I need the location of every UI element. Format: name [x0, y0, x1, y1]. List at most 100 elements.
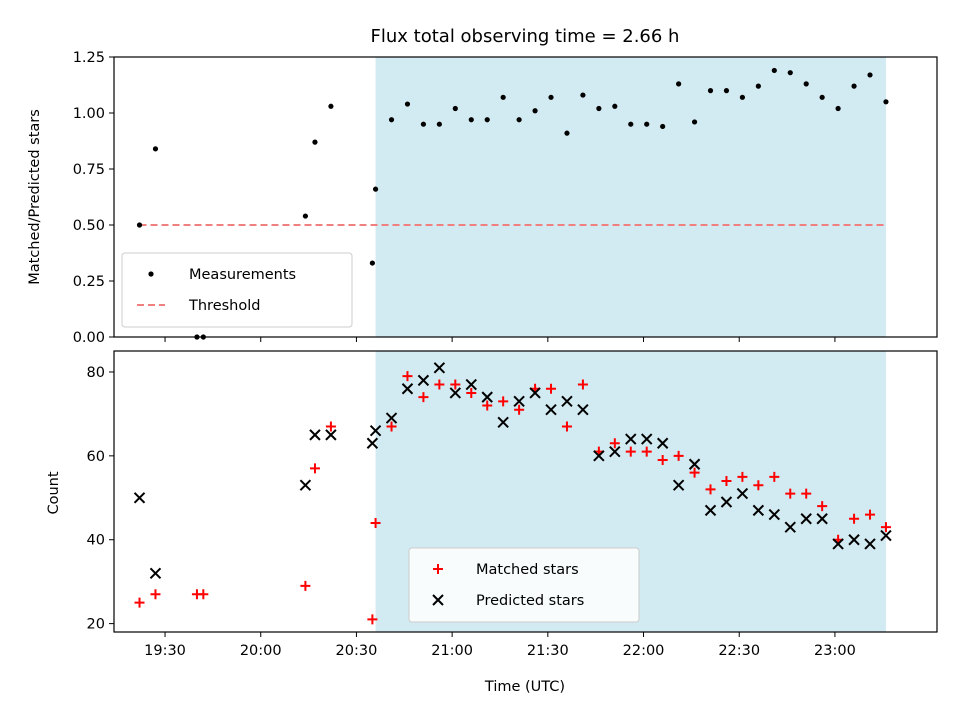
- bottom-y-axis-label: Count: [46, 471, 62, 514]
- x-tick-label: 21:00: [431, 643, 473, 659]
- predicted-star-point: [688, 458, 701, 470]
- predicted-star-point: [497, 416, 509, 429]
- predicted-star-point: [299, 479, 312, 491]
- legend-marker: [148, 271, 154, 277]
- matched-star-point: [309, 463, 320, 474]
- predicted-star-point: [481, 391, 493, 403]
- x-tick-label: 19:30: [144, 643, 186, 659]
- matched-star-point: [785, 488, 796, 499]
- predicted-star-point: [325, 429, 337, 441]
- measurement-point: [771, 67, 777, 74]
- predicted-star-point: [752, 504, 765, 517]
- predicted-star-point: [641, 433, 653, 445]
- matched-star-point: [673, 450, 684, 461]
- predicted-star-point: [672, 479, 685, 491]
- predicted-star-point: [366, 437, 379, 449]
- matched-star-point: [546, 383, 557, 394]
- measurement-point: [420, 121, 427, 127]
- matched-star-point: [609, 438, 620, 449]
- y-tick-label: 60: [87, 449, 105, 465]
- measurement-point: [468, 117, 474, 123]
- x-tick-label: 20:30: [336, 643, 378, 659]
- series-matched-stars: [134, 371, 891, 625]
- predicted-star-point: [816, 513, 828, 525]
- measurement-point: [596, 105, 602, 112]
- measurement-point: [676, 81, 682, 87]
- x-tick-label: 21:30: [527, 643, 569, 659]
- legend-label: Predicted stars: [476, 593, 584, 609]
- x-tick-label: 22:00: [623, 643, 665, 659]
- predicted-star-point: [577, 404, 589, 416]
- predicted-star-point: [433, 362, 446, 374]
- series-predicted-stars: [133, 362, 892, 579]
- measurement-point: [580, 92, 586, 98]
- matched-star-point: [150, 589, 161, 600]
- measurement-point: [644, 121, 650, 127]
- matched-star-point: [657, 455, 668, 466]
- matched-star-point: [849, 513, 860, 524]
- measurement-point: [564, 130, 570, 136]
- y-tick-label: 20: [87, 617, 105, 633]
- matched-star-point: [450, 379, 461, 390]
- matched-star-point: [418, 392, 429, 403]
- measurement-point: [851, 83, 857, 89]
- legend: Matched stars Predicted stars: [408, 547, 640, 623]
- measurement-point: [883, 99, 889, 105]
- panel-count: 20 40 60 80 19:30 20:00 20:30 21:00 21:30 22:00 22…: [87, 350, 938, 659]
- matched-star-point: [737, 471, 748, 482]
- measurement-point: [819, 94, 825, 100]
- predicted-star-point: [385, 412, 398, 424]
- predicted-star-point: [784, 521, 796, 533]
- measurement-point: [328, 103, 334, 109]
- matched-star-point: [514, 404, 525, 415]
- matched-star-point: [753, 480, 764, 491]
- predicted-star-point: [545, 404, 557, 416]
- matched-star-point: [402, 371, 413, 382]
- matched-star-point: [801, 488, 812, 499]
- measurement-point: [660, 123, 666, 130]
- plot-layer: 0.00 0.25 0.50 0.75 1.00 1.25 Measurements Thre…: [73, 50, 938, 659]
- y-tick-label: 80: [87, 365, 105, 381]
- axes-frame: [113, 56, 938, 338]
- measurement-point: [707, 88, 714, 94]
- matched-star-point: [721, 476, 732, 487]
- predicted-star-point: [848, 534, 860, 546]
- predicted-star-point: [513, 395, 525, 408]
- predicted-star-point: [465, 378, 477, 391]
- measurement-point: [302, 213, 308, 219]
- measurement-point: [436, 121, 442, 127]
- y-tick-label: 0.00: [73, 330, 105, 346]
- legend-box: [121, 252, 353, 328]
- top-y-axis-label: Matched/Predicted stars: [27, 109, 43, 285]
- legend-label: Matched stars: [476, 562, 579, 578]
- legend: Measurements Threshold: [121, 252, 353, 328]
- predicted-star-point: [832, 538, 844, 550]
- chart-title: Flux total observing time = 2.66 h: [371, 26, 680, 47]
- predicted-star-point: [720, 496, 733, 508]
- predicted-star-point: [149, 567, 162, 579]
- measurement-point: [532, 108, 538, 114]
- predicted-star-point: [529, 387, 541, 399]
- y-tick-label: 0.25: [73, 274, 105, 290]
- matched-star-point: [367, 614, 378, 625]
- matched-star-point: [865, 509, 876, 520]
- predicted-star-point: [369, 424, 382, 437]
- predicted-star-point: [625, 433, 637, 445]
- measurement-point: [404, 101, 411, 107]
- measurement-point: [723, 88, 730, 94]
- matched-star-point: [577, 379, 588, 390]
- predicted-star-point: [133, 492, 146, 504]
- measurement-point: [628, 121, 634, 127]
- measurement-point: [152, 146, 159, 152]
- predicted-star-point: [768, 508, 781, 521]
- measurement-point: [755, 83, 761, 89]
- predicted-star-point: [736, 487, 749, 500]
- legend-marker: [433, 564, 443, 574]
- x-tick-label: 22:30: [718, 643, 760, 659]
- matched-star-point: [370, 517, 381, 528]
- matched-star-point: [300, 580, 311, 591]
- matched-star-point: [880, 522, 891, 533]
- predicted-star-point: [309, 429, 321, 441]
- matched-star-point: [817, 501, 828, 512]
